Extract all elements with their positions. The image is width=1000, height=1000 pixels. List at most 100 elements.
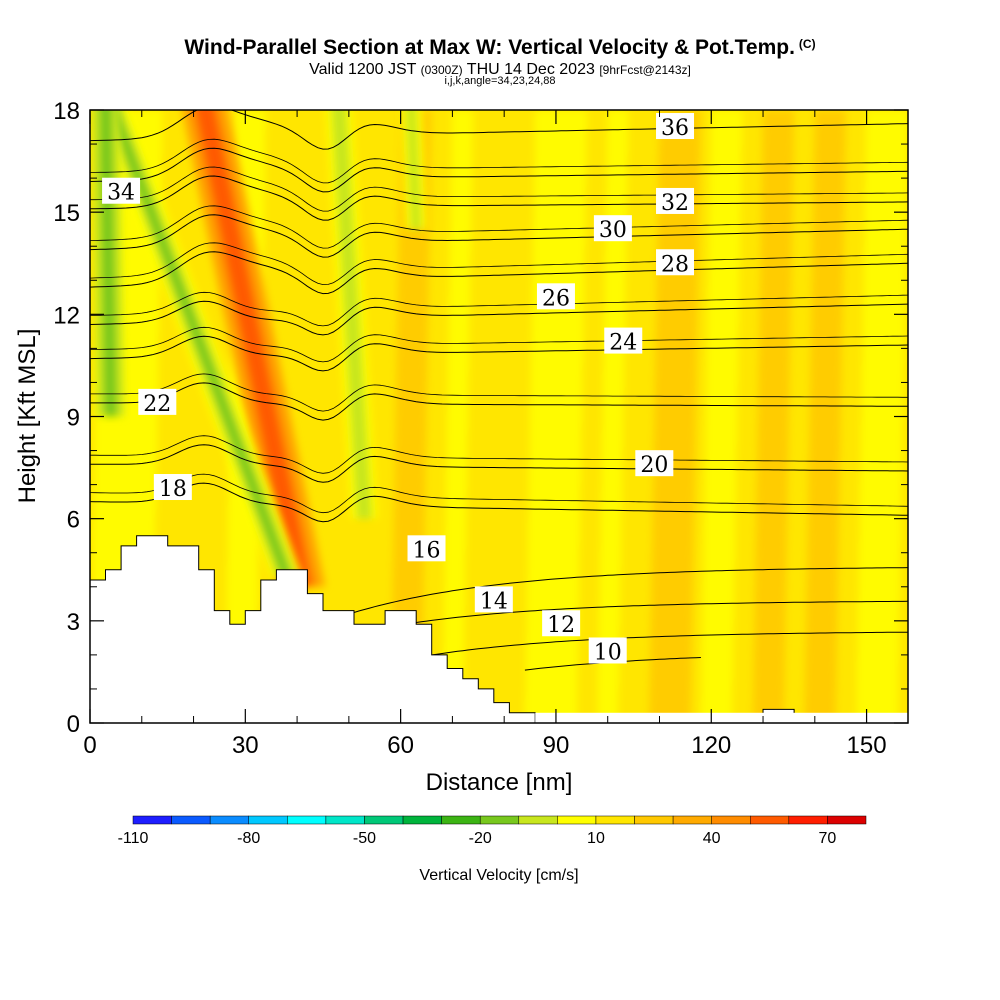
updraft-plume-band-3 bbox=[200, 110, 307, 587]
x-tick-label-0: 0 bbox=[83, 732, 96, 759]
contour-label-box bbox=[635, 450, 674, 477]
downdraft-plume-upper bbox=[400, 110, 427, 230]
contour-label-text: 30 bbox=[599, 218, 627, 243]
colorbar-title: Vertical Velocity [cm/s] bbox=[419, 867, 578, 884]
contour-label-22: 22 bbox=[138, 388, 177, 417]
contour-label-box bbox=[153, 474, 192, 501]
contour-label-box bbox=[604, 327, 643, 354]
y-tick-label-6: 6 bbox=[67, 507, 80, 534]
x-axis-label: Distance [nm] bbox=[426, 769, 573, 796]
colorbar-tick--80: -80 bbox=[237, 830, 260, 847]
field-stripe-5 bbox=[597, 110, 629, 723]
theta-contour-36 bbox=[90, 110, 908, 150]
theta-contour-minor-20 bbox=[90, 435, 908, 474]
contour-label-30: 30 bbox=[593, 215, 632, 243]
theta-contour-14 bbox=[348, 600, 908, 635]
theta-contour-32 bbox=[90, 175, 908, 221]
contour-label-28: 28 bbox=[656, 249, 695, 277]
x-tick-label-150: 150 bbox=[847, 732, 887, 759]
contour-label-14: 14 bbox=[474, 586, 513, 614]
contour-label-24: 24 bbox=[604, 327, 643, 356]
colorbar-swatch-7 bbox=[402, 815, 442, 825]
valid-date: THU 14 Dec 2023 bbox=[466, 61, 595, 78]
contour-label-text: 10 bbox=[594, 640, 622, 665]
title-text: Wind-Parallel Section at Max W: Vertical… bbox=[184, 36, 795, 59]
terrain-floor bbox=[535, 712, 908, 723]
contour-label-text: 32 bbox=[661, 191, 689, 216]
theta-contour-minor-28 bbox=[90, 242, 908, 286]
contour-label-text: 20 bbox=[640, 453, 668, 478]
theta-contour-28 bbox=[90, 251, 908, 295]
contour-label-text: 18 bbox=[159, 477, 187, 502]
y-tick-label-15: 15 bbox=[53, 200, 80, 227]
contour-label-box bbox=[542, 610, 581, 637]
theta-contour-16 bbox=[348, 567, 908, 615]
downdraft-plume-left bbox=[92, 110, 125, 417]
contour-label-box bbox=[536, 283, 575, 310]
theta-contour-minor-24 bbox=[90, 326, 908, 363]
colorbar-swatch-2 bbox=[209, 815, 249, 825]
contour-label-10: 10 bbox=[588, 637, 627, 665]
valid-time-line: Valid 1200 JST (0300Z) THU 14 Dec 2023 [… bbox=[0, 61, 1000, 79]
contour-labels: 10 12 14 16 18 20 22 24 26 28 30 32 34 36 bbox=[102, 113, 695, 665]
y-tick-label-9: 9 bbox=[67, 405, 80, 432]
colorbar-swatch-13 bbox=[634, 815, 674, 825]
colorbar-swatch-11 bbox=[557, 815, 597, 825]
contour-label-box bbox=[474, 586, 513, 613]
contour-label-text: 16 bbox=[413, 538, 441, 563]
colorbar-swatch-1 bbox=[171, 815, 211, 825]
contour-label-20: 20 bbox=[635, 450, 674, 478]
terrain bbox=[89, 535, 908, 724]
contour-label-32: 32 bbox=[656, 187, 695, 216]
colorbar-tick--110: -110 bbox=[118, 830, 149, 847]
valid-utc: (0300Z) bbox=[420, 63, 463, 77]
contour-label-26: 26 bbox=[536, 283, 575, 311]
contour-label-36: 36 bbox=[656, 113, 695, 141]
theta-contour-minor-22 bbox=[90, 373, 908, 412]
contour-label-box bbox=[656, 187, 695, 214]
colorbar-swatch-14 bbox=[672, 815, 712, 825]
colorbar-swatch-17 bbox=[788, 815, 828, 825]
contour-label-16: 16 bbox=[407, 535, 446, 563]
colorbar-swatch-6 bbox=[364, 815, 404, 825]
forecast-info: [9hrFcst@2143z] bbox=[599, 63, 691, 77]
colorbar-tick--50: -50 bbox=[353, 830, 376, 847]
colorbar-swatch-12 bbox=[595, 815, 635, 825]
contour-label-text: 28 bbox=[661, 252, 689, 277]
contour-label-text: 24 bbox=[609, 331, 637, 356]
valid-prefix: Valid 1200 JST bbox=[309, 61, 417, 78]
theta-contour-26 bbox=[90, 300, 908, 336]
contour-label-18: 18 bbox=[153, 474, 192, 502]
theta-contour-30 bbox=[90, 214, 908, 258]
colorbar-tick--20: -20 bbox=[469, 830, 492, 847]
params-line: i,j,k,angle=34,23,24,88 bbox=[444, 75, 556, 87]
x-tick-label-60: 60 bbox=[387, 732, 414, 759]
theta-contour-minor-34 bbox=[90, 138, 908, 184]
field-stripe-7 bbox=[700, 110, 743, 723]
terrain-mask bbox=[89, 535, 908, 724]
updraft-plume bbox=[181, 110, 326, 587]
contour-label-text: 34 bbox=[107, 181, 135, 206]
contour-label-text: 22 bbox=[143, 392, 171, 417]
theta-contour-minor-30 bbox=[90, 205, 908, 249]
contour-label-text: 14 bbox=[480, 589, 508, 614]
y-tick-label-18: 18 bbox=[53, 98, 80, 125]
y-axis-label: Height [Kft MSL] bbox=[14, 329, 41, 504]
y-tick-label-12: 12 bbox=[53, 302, 80, 329]
theta-contours bbox=[90, 110, 908, 673]
theta-contour-34 bbox=[90, 147, 908, 193]
contour-label-text: 26 bbox=[542, 286, 570, 311]
colorbar-tick-40: 40 bbox=[703, 830, 721, 847]
x-tick-label-30: 30 bbox=[232, 732, 259, 759]
colorbar-swatch-5 bbox=[325, 815, 365, 825]
colorbar-swatch-4 bbox=[287, 815, 327, 825]
y-tick-label-3: 3 bbox=[67, 609, 80, 636]
field-stripe-9 bbox=[804, 110, 846, 723]
contour-label-box bbox=[407, 535, 446, 562]
theta-contour-24 bbox=[90, 335, 908, 372]
colorbar-swatch-10 bbox=[518, 815, 558, 825]
theta-contour-22 bbox=[90, 382, 908, 421]
theta-contour-18 bbox=[90, 482, 908, 523]
